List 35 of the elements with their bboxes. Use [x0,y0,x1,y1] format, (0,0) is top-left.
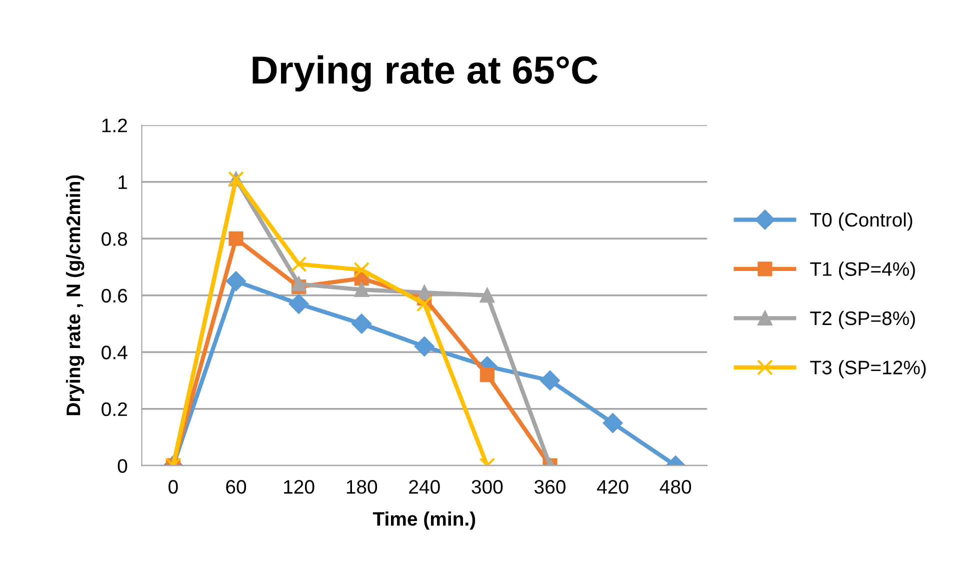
x-tick-label: 300 [472,480,503,494]
y-tick-label: 0 [118,459,128,473]
point [291,276,306,292]
y-tick-label: 0.4 [102,346,128,360]
x-tick-label: 360 [534,480,566,494]
legend-label: T0 (Control) [810,212,912,231]
y-axis-title: Drying rate , N (g/cm2min) [66,175,84,416]
point [226,271,246,292]
x-tick-label: 0 [168,480,178,494]
x-tick-label: 120 [284,480,314,494]
point [354,262,370,278]
x-axis-title: Time (min.) [372,512,476,530]
x-tick-label: 60 [226,480,246,494]
chart-title: Drying rate at 65°C [252,55,598,92]
legend-label: T2 (SP=8%) [810,310,915,330]
y-tick-label: 0.8 [102,232,128,246]
y-tick-label: 1.2 [102,118,127,132]
legend-label: T3 (SP=12%) [810,360,926,378]
point [414,336,434,356]
x-tick-label: 180 [346,480,378,494]
point [290,256,307,272]
x-tick-label: 480 [660,480,692,494]
y-tick-label: 0.6 [102,288,128,303]
legend-label: T1 (SP=4%) [810,262,915,280]
point [352,314,372,334]
point [417,285,432,300]
point [354,282,369,297]
point [480,288,494,303]
point [288,294,309,314]
y-tick-label: 0.2 [102,402,127,416]
y-tick-label: 1 [118,176,127,189]
point [416,296,432,312]
point [228,231,244,246]
x-tick-label: 240 [409,480,440,494]
x-tick-label: 420 [597,480,628,494]
